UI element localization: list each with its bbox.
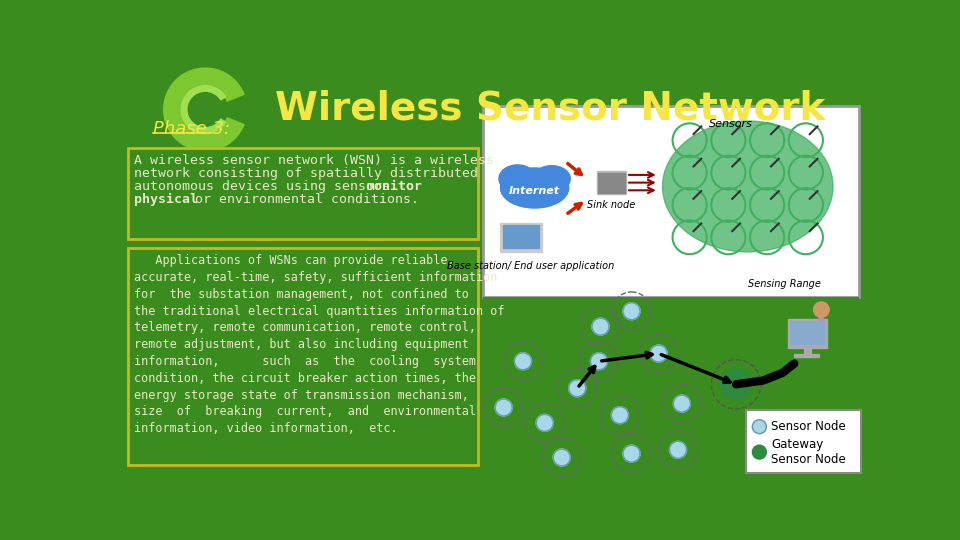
Bar (598, 173, 625, 193)
Bar (788, 319, 827, 348)
Circle shape (623, 303, 640, 320)
Bar (596, 171, 626, 194)
Bar (790, 321, 825, 345)
Circle shape (590, 353, 608, 370)
Circle shape (495, 399, 512, 416)
Text: network consisting of spatially distributed: network consisting of spatially distribu… (134, 167, 478, 180)
Circle shape (669, 441, 686, 458)
Text: monitor: monitor (367, 180, 422, 193)
Text: Wireless Sensor Network: Wireless Sensor Network (275, 90, 826, 127)
Bar (794, 354, 819, 357)
Text: Phase 3:: Phase 3: (153, 120, 229, 138)
Text: Sensors: Sensors (709, 119, 753, 129)
Circle shape (568, 380, 586, 397)
Circle shape (753, 445, 766, 459)
Circle shape (592, 318, 609, 335)
Bar (503, 225, 540, 248)
Text: or environmental conditions.: or environmental conditions. (186, 193, 419, 206)
Ellipse shape (662, 121, 833, 252)
Text: Sensing Range: Sensing Range (749, 279, 822, 289)
Circle shape (623, 445, 640, 462)
Ellipse shape (533, 166, 570, 192)
Circle shape (553, 449, 570, 466)
Text: physical: physical (134, 193, 198, 206)
Circle shape (515, 353, 532, 370)
Text: Sink node: Sink node (588, 200, 636, 210)
Circle shape (753, 420, 766, 434)
Circle shape (537, 414, 553, 431)
Text: autonomous devices using sensors to: autonomous devices using sensors to (134, 180, 422, 193)
Circle shape (650, 345, 667, 362)
Text: A wireless sensor network (WSN) is a wireless: A wireless sensor network (WSN) is a wir… (134, 154, 494, 167)
Text: Applications of WSNs can provide reliable,
accurate, real-time, safety, sufficie: Applications of WSNs can provide reliabl… (134, 254, 504, 435)
Text: Base station/ End user application: Base station/ End user application (447, 261, 614, 271)
Text: Internet: Internet (509, 186, 561, 196)
Ellipse shape (500, 168, 568, 208)
FancyBboxPatch shape (483, 106, 859, 296)
FancyBboxPatch shape (128, 148, 478, 239)
Text: Gateway
Sensor Node: Gateway Sensor Node (771, 438, 846, 466)
Circle shape (612, 407, 629, 423)
Bar (500, 222, 542, 252)
FancyBboxPatch shape (746, 410, 861, 473)
Text: Sensor Node: Sensor Node (771, 420, 846, 433)
Ellipse shape (499, 165, 537, 193)
Bar (804, 348, 811, 356)
Circle shape (721, 369, 752, 400)
FancyBboxPatch shape (483, 298, 859, 481)
Circle shape (814, 302, 829, 318)
Circle shape (673, 395, 690, 412)
FancyBboxPatch shape (128, 248, 478, 465)
